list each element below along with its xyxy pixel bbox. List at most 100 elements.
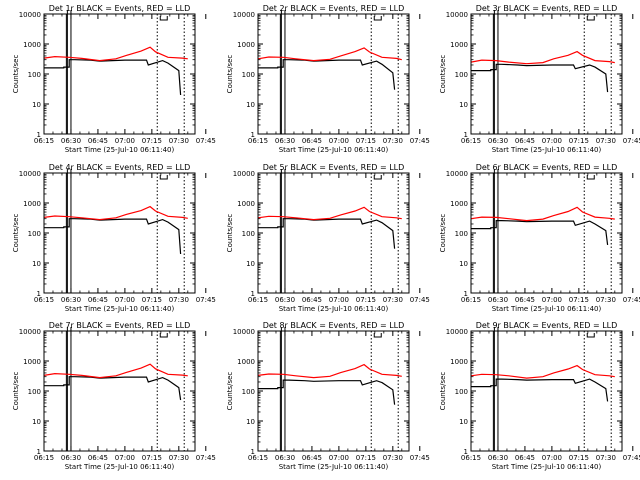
x-tick-label: 07:15 bbox=[142, 296, 162, 304]
x-tick-label: 07:15 bbox=[142, 137, 162, 145]
plot-frame bbox=[470, 13, 623, 135]
y-tick-label: 1000 bbox=[450, 358, 468, 366]
y-tick-label: 1 bbox=[464, 290, 468, 298]
panel-title: Det 9r BLACK = Events, RED = LLD bbox=[476, 321, 618, 330]
lld-series-line bbox=[470, 50, 615, 65]
events-series-line bbox=[258, 59, 396, 90]
y-tick-label: 10000 bbox=[19, 328, 41, 336]
x-axis-label: Start Time (25-Jul-10 06:11:40) bbox=[279, 146, 389, 154]
y-tick-label: 1 bbox=[251, 131, 255, 139]
events-series-line bbox=[258, 379, 396, 405]
x-tick-label: 06:45 bbox=[515, 454, 535, 462]
plot-frame bbox=[257, 13, 410, 135]
x-tick-label: 06:15 bbox=[461, 137, 481, 145]
panel-title: Det 7r BLACK = Events, RED = LLD bbox=[49, 321, 191, 330]
y-tick-label: 1000 bbox=[237, 358, 255, 366]
panel-title: Det 5r BLACK = Events, RED = LLD bbox=[263, 163, 405, 172]
x-tick-label: 07:15 bbox=[356, 137, 376, 145]
x-tick-label: 06:15 bbox=[248, 137, 268, 145]
panel-title: Det 6r BLACK = Events, RED = LLD bbox=[476, 163, 618, 172]
y-tick-label: 1000 bbox=[23, 41, 41, 49]
x-tick-label: 07:00 bbox=[115, 137, 135, 145]
x-tick-label: 07:00 bbox=[542, 137, 562, 145]
plot-frame bbox=[470, 330, 623, 452]
x-axis-label: Start Time (25-Jul-10 06:11:40) bbox=[279, 463, 389, 471]
plot-frame bbox=[257, 330, 410, 452]
y-tick-label: 10 bbox=[246, 260, 255, 268]
x-tick-label: 06:15 bbox=[248, 296, 268, 304]
x-tick-label: 07:00 bbox=[542, 296, 562, 304]
y-tick-label: 10 bbox=[32, 101, 41, 109]
x-axis-label: Start Time (25-Jul-10 06:11:40) bbox=[492, 146, 602, 154]
bracket-marker bbox=[586, 16, 595, 21]
x-axis-label: Start Time (25-Jul-10 06:11:40) bbox=[65, 463, 175, 471]
x-tick-label: 07:30 bbox=[596, 454, 616, 462]
x-tick-label: 07:15 bbox=[142, 454, 162, 462]
events-series-line bbox=[471, 63, 609, 93]
x-tick-label: 06:30 bbox=[61, 137, 81, 145]
y-tick-label: 1 bbox=[251, 290, 255, 298]
x-tick-label: 07:15 bbox=[569, 454, 589, 462]
y-tick-label: 1000 bbox=[237, 41, 255, 49]
x-tick-label: 07:45 bbox=[410, 137, 430, 145]
bracket-marker bbox=[373, 333, 382, 338]
x-tick-label: 06:45 bbox=[88, 296, 108, 304]
x-tick-label: 07:00 bbox=[115, 296, 135, 304]
y-tick-label: 10 bbox=[246, 418, 255, 426]
x-tick-label: 06:15 bbox=[248, 454, 268, 462]
lld-series-line bbox=[43, 363, 188, 379]
x-tick-label: 06:30 bbox=[488, 454, 508, 462]
x-tick-label: 06:30 bbox=[275, 454, 295, 462]
x-axis-label: Start Time (25-Jul-10 06:11:40) bbox=[65, 146, 175, 154]
y-tick-label: 1 bbox=[37, 290, 41, 298]
y-tick-label: 10 bbox=[32, 418, 41, 426]
y-tick-label: 10000 bbox=[19, 170, 41, 178]
x-tick-label: 07:45 bbox=[196, 296, 216, 304]
plot-frame bbox=[43, 172, 196, 294]
plot-frame bbox=[43, 330, 196, 452]
lld-series-line bbox=[257, 47, 402, 62]
x-tick-label: 06:30 bbox=[61, 454, 81, 462]
x-tick-label: 07:30 bbox=[596, 137, 616, 145]
x-tick-label: 07:00 bbox=[329, 296, 349, 304]
x-tick-label: 06:15 bbox=[34, 137, 54, 145]
x-tick-label: 07:30 bbox=[169, 296, 189, 304]
y-tick-label: 100 bbox=[28, 230, 41, 238]
x-tick-label: 06:15 bbox=[461, 454, 481, 462]
bracket-marker bbox=[159, 175, 168, 180]
y-tick-label: 10000 bbox=[233, 170, 255, 178]
bracket-marker bbox=[373, 175, 382, 180]
y-tick-label: 1 bbox=[251, 448, 255, 456]
x-axis-label: Start Time (25-Jul-10 06:11:40) bbox=[279, 305, 389, 313]
y-axis-label: Counts/sec bbox=[226, 372, 234, 411]
detector-panel: Det 6r BLACK = Events, RED = LLD 1 10 100 10… bbox=[439, 163, 640, 313]
x-tick-label: 07:30 bbox=[383, 137, 403, 145]
y-axis-label: Counts/sec bbox=[439, 55, 447, 94]
detector-panel: Det 2r BLACK = Events, RED = LLD 1 10 100 10… bbox=[226, 4, 430, 154]
bracket-marker bbox=[159, 333, 168, 338]
y-tick-label: 1000 bbox=[237, 200, 255, 208]
x-tick-label: 06:30 bbox=[275, 137, 295, 145]
panel-title: Det 3r BLACK = Events, RED = LLD bbox=[476, 4, 618, 13]
events-series-line bbox=[44, 376, 182, 401]
x-tick-label: 07:00 bbox=[329, 137, 349, 145]
x-tick-label: 06:45 bbox=[515, 137, 535, 145]
x-tick-label: 07:15 bbox=[569, 137, 589, 145]
y-tick-label: 10000 bbox=[233, 11, 255, 19]
events-series-line bbox=[44, 218, 182, 255]
x-tick-label: 07:15 bbox=[569, 296, 589, 304]
x-tick-label: 07:45 bbox=[623, 454, 640, 462]
x-axis-label: Start Time (25-Jul-10 06:11:40) bbox=[65, 305, 175, 313]
y-tick-label: 10 bbox=[32, 260, 41, 268]
x-tick-label: 06:15 bbox=[461, 296, 481, 304]
events-series-line bbox=[471, 378, 609, 402]
y-axis-label: Counts/sec bbox=[226, 214, 234, 253]
detector-panel: Det 9r BLACK = Events, RED = LLD 1 10 100 10… bbox=[439, 321, 640, 471]
y-tick-label: 10 bbox=[459, 418, 468, 426]
y-tick-label: 100 bbox=[242, 71, 255, 79]
x-tick-label: 07:45 bbox=[410, 454, 430, 462]
y-tick-label: 1 bbox=[464, 131, 468, 139]
detector-panel: Det 4r BLACK = Events, RED = LLD 1 10 100 10… bbox=[12, 163, 216, 313]
lld-series-line bbox=[470, 364, 615, 379]
y-tick-label: 1 bbox=[464, 448, 468, 456]
